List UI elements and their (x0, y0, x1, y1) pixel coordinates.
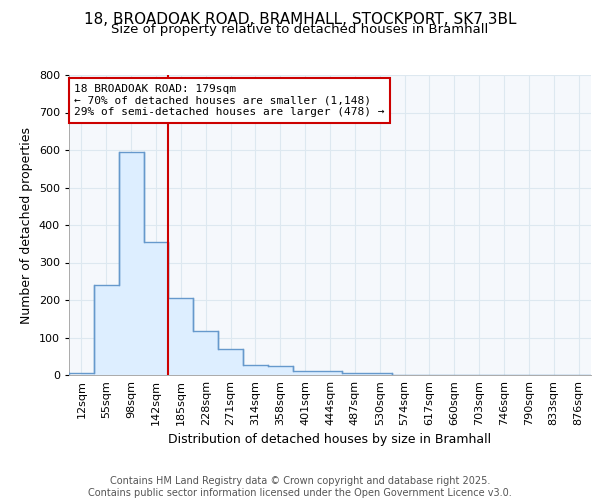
Text: 18, BROADOAK ROAD, BRAMHALL, STOCKPORT, SK7 3BL: 18, BROADOAK ROAD, BRAMHALL, STOCKPORT, … (84, 12, 516, 28)
X-axis label: Distribution of detached houses by size in Bramhall: Distribution of detached houses by size … (169, 434, 491, 446)
Text: 18 BROADOAK ROAD: 179sqm
← 70% of detached houses are smaller (1,148)
29% of sem: 18 BROADOAK ROAD: 179sqm ← 70% of detach… (74, 84, 385, 117)
Y-axis label: Number of detached properties: Number of detached properties (20, 126, 33, 324)
Text: Size of property relative to detached houses in Bramhall: Size of property relative to detached ho… (112, 22, 488, 36)
Text: Contains HM Land Registry data © Crown copyright and database right 2025.
Contai: Contains HM Land Registry data © Crown c… (88, 476, 512, 498)
